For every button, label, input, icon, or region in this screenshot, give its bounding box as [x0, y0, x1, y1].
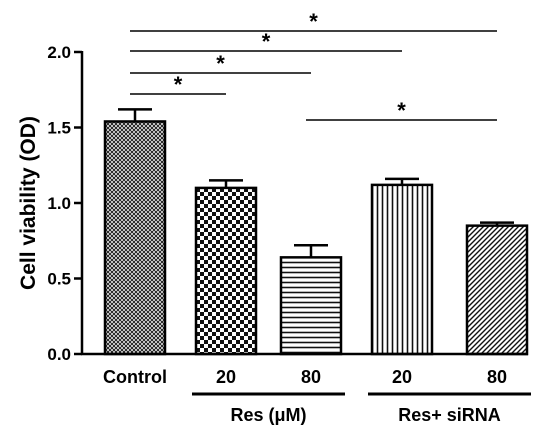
x-tick-label-3: 20 — [392, 367, 412, 387]
y-tick-label-4: 2.0 — [47, 43, 71, 62]
x-tick-label-1: 20 — [216, 367, 236, 387]
group-label-1: Res+ siRNA — [398, 405, 501, 425]
x-tick-label-0: Control — [103, 367, 167, 387]
y-tick-label-3: 1.5 — [47, 119, 71, 138]
x-tick-label-2: 80 — [301, 367, 321, 387]
x-tick-label-4: 80 — [487, 367, 507, 387]
bars — [103, 120, 529, 356]
significance-star-1: * — [262, 29, 271, 54]
y-axis-title: Cell viability (OD) — [17, 116, 40, 290]
bar-2 — [279, 256, 343, 356]
bar-3 — [370, 183, 434, 356]
group-brackets: Res (μM) Res+ siRNA — [192, 392, 531, 425]
significance-brackets: * * * * * — [130, 9, 497, 123]
y-axis: 0.0 0.5 1.0 1.5 2.0 — [47, 43, 84, 364]
bar-1 — [194, 186, 258, 356]
y-tick-label-2: 1.0 — [47, 194, 71, 213]
x-axis: Control 20 80 20 80 — [81, 352, 528, 387]
significance-star-3: * — [174, 72, 183, 97]
group-label-0: Res (μM) — [230, 405, 306, 425]
significance-star-0: * — [309, 9, 318, 34]
significance-star-4: * — [397, 98, 406, 123]
significance-star-2: * — [216, 51, 225, 76]
error-bars — [118, 108, 514, 258]
y-tick-label-1: 0.5 — [47, 270, 71, 289]
bar-0 — [103, 120, 167, 356]
y-tick-label-0: 0.0 — [47, 345, 71, 364]
y-axis-title-group: Cell viability (OD) — [17, 116, 40, 290]
bar-4 — [465, 224, 529, 356]
